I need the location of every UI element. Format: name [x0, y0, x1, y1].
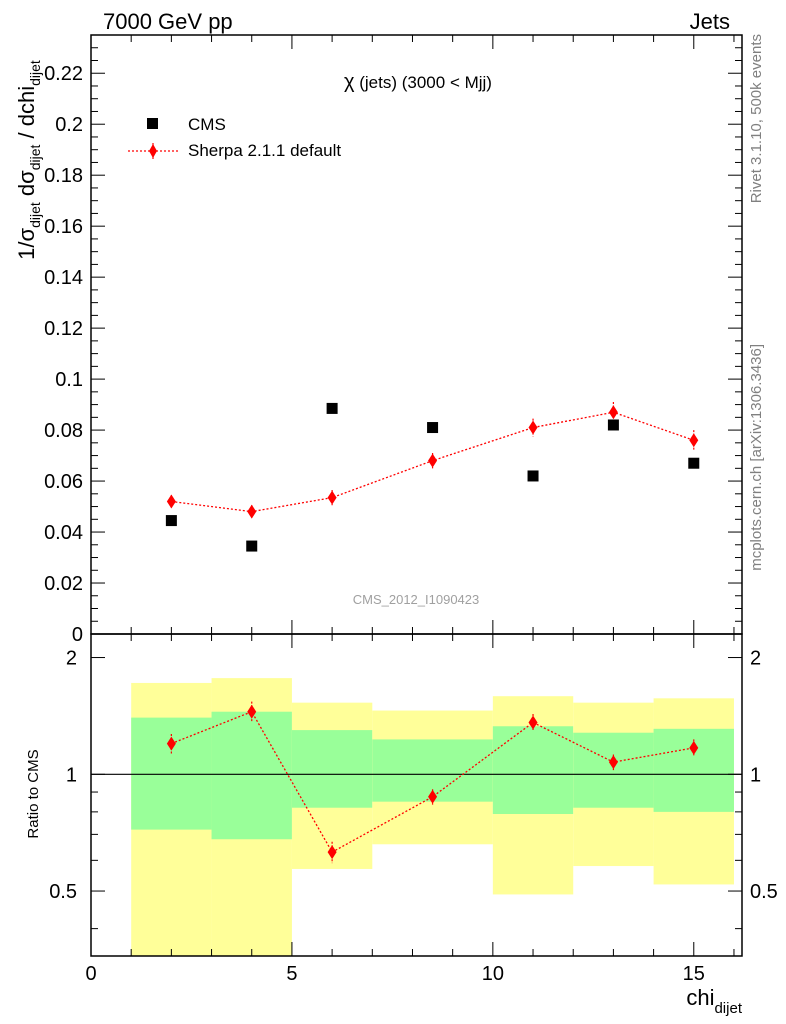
xlabel: chidijet	[686, 985, 742, 1017]
legend: CMS Sherpa 2.1.1 default	[128, 115, 341, 160]
mc-point	[428, 453, 438, 468]
band-inner	[291, 730, 373, 808]
xtick-label: 5	[286, 963, 297, 985]
cms-point	[326, 402, 338, 414]
bottom-ytick-label-left: 2	[66, 648, 77, 670]
ratio-point	[327, 845, 337, 860]
analysis-id: CMS_2012_I1090423	[353, 592, 480, 607]
bottom-ytick-label-right: 0.5	[750, 881, 778, 903]
top-ytick-label: 0.18	[44, 165, 83, 187]
top-ylabel: 1/σdijet dσdijet / dchidijet	[14, 60, 43, 260]
plot-title: χ (jets) (3000 < Mjj)	[344, 71, 492, 93]
band-inner	[211, 711, 292, 840]
ylabel-sub3: dijet	[27, 60, 43, 86]
top-ytick-label: 0.2	[55, 114, 83, 136]
mc-point	[247, 504, 257, 519]
title-symbol: χ	[344, 71, 355, 93]
header-left: 7000 GeV pp	[103, 9, 233, 34]
bottom-ytick-label-right: 1	[750, 764, 761, 786]
mc-point	[327, 490, 337, 505]
bottom-ytick-label-right: 2	[750, 648, 761, 670]
bottom-ytick-label-left: 0.5	[49, 881, 77, 903]
rivet-label: Rivet 3.1.10, 500k events	[748, 34, 765, 203]
ratio-point	[166, 736, 176, 751]
ratio-point	[689, 740, 699, 755]
mc-point	[608, 405, 618, 420]
ylabel-b: dσ	[14, 170, 39, 202]
top-ytick-label: 0.04	[44, 522, 83, 544]
cms-point	[527, 470, 539, 482]
xlabel-sub: dijet	[714, 1000, 742, 1017]
title-rest: (jets) (3000 < Mjj)	[355, 73, 492, 92]
legend-cms-label: CMS	[188, 115, 226, 134]
ylabel-a: 1/σ	[14, 227, 39, 259]
legend-mc-marker	[149, 144, 157, 158]
mcplots-label: mcplots.cern.ch [arXiv:1306.3436]	[748, 344, 765, 571]
top-ytick-label: 0.14	[44, 267, 83, 289]
ratio-point	[528, 715, 538, 730]
top-ytick-label: 0.16	[44, 216, 83, 238]
bottom-frame	[90, 633, 743, 957]
xtick-label: 10	[482, 963, 504, 985]
cms-point	[246, 540, 258, 552]
xlabel-main: chi	[686, 985, 714, 1010]
top-ytick-label: 0.22	[44, 63, 83, 85]
band-inner	[131, 717, 212, 830]
header-right: Jets	[690, 9, 730, 34]
bottom-ylabel: Ratio to CMS	[25, 749, 42, 838]
top-ytick-label: 0	[72, 624, 83, 646]
mc-point	[528, 420, 538, 435]
cms-point	[607, 419, 619, 431]
ylabel-sub1: dijet	[27, 202, 43, 228]
top-marks	[165, 402, 700, 552]
band-inner	[492, 726, 574, 814]
bottom-marks	[166, 701, 699, 864]
bottom-panel: 0.5 0.5 1 1 2 2 0 5 10 15	[49, 633, 778, 985]
cms-point	[165, 515, 177, 527]
top-ytick-label: 0.06	[44, 471, 83, 493]
cms-point	[688, 457, 700, 469]
ratio-bands	[131, 678, 734, 956]
mc-point	[166, 494, 176, 509]
mc-point	[689, 433, 699, 448]
ratio-point	[247, 704, 257, 719]
ylabel-sub2: dijet	[27, 144, 43, 170]
top-ytick-label: 0.12	[44, 318, 83, 340]
ylabel-c: / dchi	[14, 86, 39, 145]
ratio-point	[428, 789, 438, 804]
bottom-ytick-label-left: 1	[66, 764, 77, 786]
cms-point	[427, 422, 439, 434]
ratio-point	[608, 755, 618, 770]
band-inner	[573, 732, 654, 808]
legend-cms-marker	[147, 118, 158, 129]
xtick-label: 0	[85, 963, 96, 985]
top-ytick-label: 0.08	[44, 420, 83, 442]
legend-mc-label: Sherpa 2.1.1 default	[188, 141, 341, 160]
top-ytick-label: 0.02	[44, 573, 83, 595]
top-ytick-label: 0.1	[55, 369, 83, 391]
xtick-label: 15	[683, 963, 705, 985]
